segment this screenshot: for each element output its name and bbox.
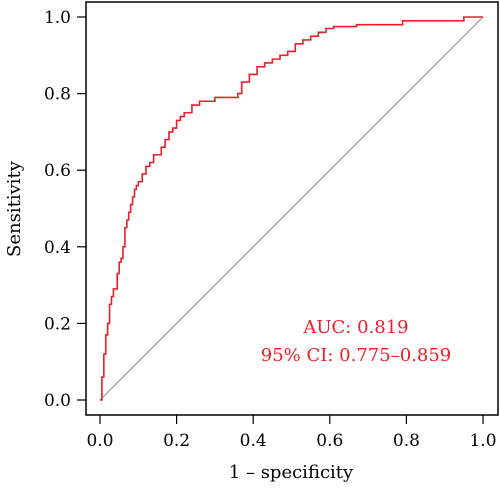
y-tick-label: 0.4 — [44, 238, 71, 258]
ci-annotation: 95% CI: 0.775–0.859 — [261, 345, 451, 366]
y-tick-label: 0.0 — [44, 391, 71, 411]
x-tick-label: 0.4 — [240, 431, 267, 451]
y-axis: 0.0 0.2 0.4 0.6 0.8 1.0 — [44, 8, 86, 411]
series-layer — [100, 16, 483, 401]
auc-annotation: AUC: 0.819 — [302, 317, 408, 338]
y-tick-label: 0.6 — [44, 161, 71, 181]
reference-line-layer — [99, 16, 484, 401]
x-tick-label: 0.8 — [393, 431, 420, 451]
x-tick-label: 0.0 — [86, 431, 113, 451]
x-tick-label: 0.6 — [316, 431, 343, 451]
x-tick-label: 1.0 — [469, 431, 496, 451]
y-tick-label: 0.8 — [44, 85, 71, 105]
roc-curve-line — [100, 16, 483, 401]
x-axis-title: 1 – specificity — [229, 462, 354, 483]
y-tick-label: 0.2 — [44, 314, 71, 334]
y-tick-label: 1.0 — [44, 8, 71, 28]
plot-frame — [85, 1, 499, 416]
y-axis-title: Sensitivity — [4, 160, 25, 257]
x-tick-label: 0.2 — [163, 431, 190, 451]
reference-diagonal-line — [99, 16, 484, 401]
x-axis: 0.0 0.2 0.4 0.6 0.8 1.0 — [86, 415, 497, 451]
